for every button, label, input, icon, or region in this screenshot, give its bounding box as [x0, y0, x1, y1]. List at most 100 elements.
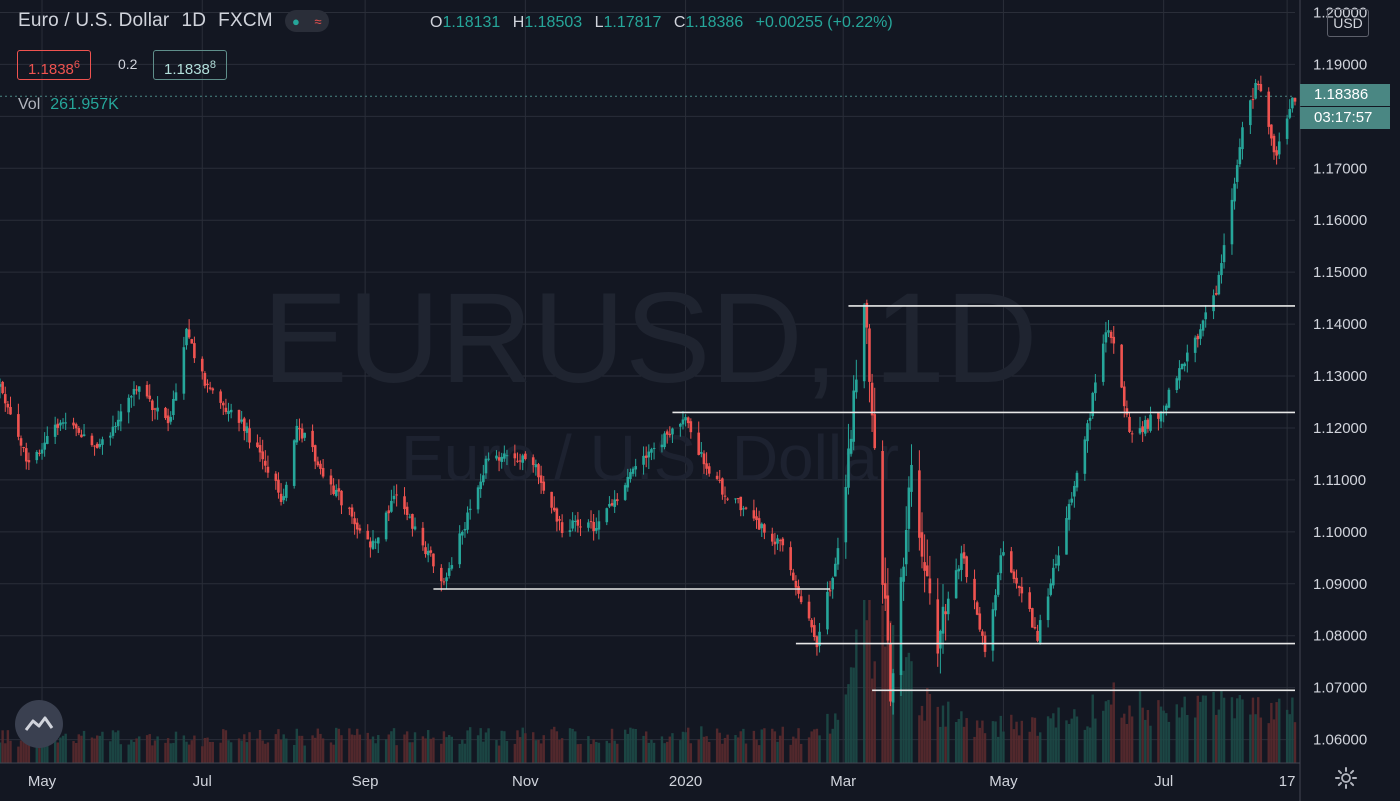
- volume-bar: [957, 718, 960, 763]
- symbol-header[interactable]: Euro / U.S. Dollar 1D FXCM ● ≈: [18, 10, 329, 32]
- candle-body: [90, 435, 94, 446]
- volume-bar: [458, 743, 461, 763]
- candle-body: [973, 578, 976, 601]
- candle-body: [644, 455, 648, 458]
- candle-body: [702, 453, 706, 465]
- gear-icon[interactable]: [1333, 765, 1359, 791]
- candle-body: [1233, 183, 1236, 202]
- volume-bar: [571, 728, 574, 763]
- volume-bar: [500, 730, 503, 763]
- candle-body: [579, 526, 582, 528]
- volume-bar: [668, 736, 672, 763]
- volume-bar: [432, 737, 435, 763]
- candle-body: [116, 419, 120, 427]
- symbol-name[interactable]: Euro / U.S. Dollar: [18, 10, 170, 31]
- volume-bar: [59, 737, 62, 763]
- candle-body: [763, 524, 766, 533]
- volume-bar: [332, 744, 335, 763]
- candle-body: [316, 461, 320, 466]
- candle-body: [27, 460, 31, 463]
- candle-body: [295, 425, 299, 443]
- candle-body: [274, 473, 278, 481]
- volume-bar: [1112, 682, 1115, 763]
- candle-body: [975, 602, 979, 615]
- candle-body: [193, 343, 196, 359]
- volume-bar: [46, 736, 49, 763]
- candle-body: [571, 520, 574, 529]
- volume-bar: [395, 745, 398, 763]
- candle-body: [1288, 109, 1292, 118]
- candle-body: [22, 447, 25, 449]
- candle-body: [405, 506, 409, 515]
- candle-body: [870, 382, 874, 416]
- volume-bar: [56, 742, 59, 763]
- volume-bar: [411, 742, 414, 763]
- interval-label[interactable]: 1D: [181, 10, 207, 31]
- candle-body: [1094, 382, 1097, 394]
- time-tick-label: Mar: [830, 773, 856, 790]
- volume-bar: [553, 726, 556, 763]
- volume-bar: [463, 743, 467, 763]
- candle-body: [242, 418, 246, 432]
- volume-bar: [187, 744, 191, 763]
- horizontal-levels[interactable]: [433, 305, 1295, 692]
- price-tick-label: 1.14000: [1313, 316, 1367, 333]
- open-label: O: [430, 14, 443, 31]
- candle-body: [1143, 420, 1147, 434]
- candle-body: [211, 388, 215, 391]
- candle-body: [353, 518, 356, 525]
- candle-body: [500, 456, 504, 462]
- status-pill[interactable]: ● ≈: [284, 10, 329, 32]
- volume-bar: [9, 740, 12, 763]
- candle-body: [395, 494, 398, 496]
- candle-body: [610, 503, 614, 506]
- price-tick-label: 1.13000: [1313, 368, 1367, 385]
- volume-bar: [503, 731, 506, 763]
- volume-bar: [736, 737, 740, 763]
- volume-bar: [190, 740, 193, 763]
- volume-bar: [836, 719, 840, 763]
- price-scale[interactable]: 1.06000 1.07000 1.08000 1.09000 1.10000 1.110…: [1313, 4, 1367, 748]
- volume-bar: [164, 742, 167, 763]
- volume-bar: [962, 726, 966, 763]
- volume-bar: [292, 744, 296, 763]
- tradingview-logo-icon[interactable]: [15, 700, 63, 748]
- volume-bar: [135, 738, 138, 763]
- sell-button[interactable]: 1.18386: [17, 50, 92, 80]
- candle-body: [1249, 100, 1252, 126]
- ohlc-legend: O1.18131 H1.18503 L1.17817 C1.18386 +0.0…: [430, 14, 893, 32]
- candle-body: [776, 538, 779, 544]
- candle-body: [513, 453, 517, 459]
- volume-bar: [1067, 723, 1071, 763]
- volume-bar: [1267, 723, 1270, 763]
- candle-body: [439, 567, 443, 582]
- candle-body: [650, 449, 653, 453]
- volume-bar: [1033, 717, 1037, 763]
- buy-button[interactable]: 1.18388: [153, 50, 228, 80]
- time-scale[interactable]: May Jul Sep Nov 2020 Mar May Jul 17: [28, 773, 1296, 790]
- volume-bar: [700, 726, 703, 763]
- candle-body: [1201, 320, 1205, 331]
- candle-body: [248, 428, 251, 443]
- candle-body: [923, 562, 926, 571]
- currency-button[interactable]: USD: [1327, 9, 1369, 37]
- candle-body: [889, 643, 892, 702]
- open-value: 1.18131: [442, 14, 501, 31]
- volume-bar: [1091, 694, 1094, 763]
- volume-bar: [1138, 691, 1142, 763]
- candle-body: [1028, 592, 1031, 610]
- candle-body: [1130, 433, 1134, 435]
- volume-bar: [119, 744, 123, 763]
- candle-body: [899, 577, 903, 676]
- volume-bar: [818, 735, 821, 763]
- candle-body: [918, 470, 921, 538]
- volume-legend: Vol 261.957K: [18, 96, 119, 114]
- candle-body: [119, 411, 123, 422]
- candle-body: [392, 495, 396, 500]
- volume-bar: [38, 742, 41, 763]
- candle-body: [550, 491, 553, 508]
- price-tick-label: 1.19000: [1313, 56, 1367, 73]
- candle-body: [224, 407, 228, 412]
- candle-body: [797, 586, 800, 594]
